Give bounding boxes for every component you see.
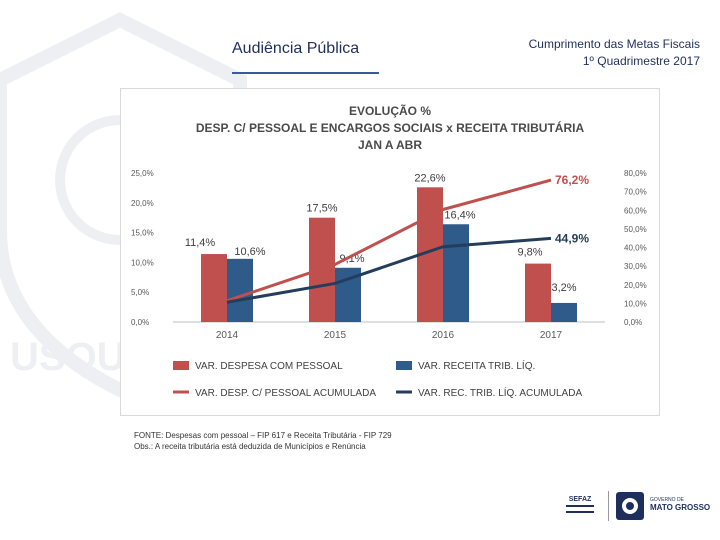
legend-swatch [396,361,412,370]
left-tick-label: 25,0% [131,169,154,178]
bar-data-label: 9,1% [339,253,364,265]
right-tick-label: 70,0% [624,188,647,197]
category-label: 2015 [324,330,347,341]
category-label: 2014 [216,330,239,341]
right-tick-label: 40,0% [624,244,647,253]
right-tick-label: 50,0% [624,225,647,234]
header-meta: Cumprimento das Metas Fiscais 1º Quadrim… [529,36,700,70]
right-tick-label: 10,0% [624,299,647,308]
bar-data-label: 10,6% [234,246,265,258]
line-despesa-acumulada [226,178,552,303]
gov-label-1: GOVERNO DE [650,497,685,503]
legend-label: VAR. REC. TRIB. LÍQ. ACUMULADA [418,386,582,399]
title-underline [232,72,379,74]
chart-subtitle-2: JAN A ABR [357,138,422,152]
right-tick-label: 80,0% [624,169,647,178]
left-tick-label: 15,0% [131,229,154,238]
bar-despesa [525,263,551,322]
line-end-label: 76,2% [555,173,589,187]
chart-plot: 0,0% 5,0% 10,0% 15,0% 20,0% 25,0% 0,0% 10,0% 20,… [131,169,647,399]
page-title: Audiência Pública [232,40,360,57]
mt-crest-icon [616,492,644,520]
bar-data-label: 9,8% [517,247,542,259]
footnote-obs: Obs.: A receita tributária está deduzida… [134,442,366,451]
bar-data-label: 22,6% [414,172,445,184]
right-tick-label: 0,0% [624,318,642,327]
legend-swatch [173,361,189,370]
sefaz-logo-text: SEFAZ [569,496,592,503]
footnote-source: FONTE: Despesas com pessoal – FIP 617 e … [134,431,392,440]
bar-data-label: 17,5% [306,203,337,215]
left-tick-label: 20,0% [131,199,154,208]
right-tick-label: 60,0% [624,206,647,215]
left-tick-label: 0,0% [131,318,149,327]
footnote: FONTE: Despesas com pessoal – FIP 617 e … [134,430,392,452]
bar-receita [551,302,577,322]
gov-label-2: MATO GROSSO [650,503,710,512]
bar-receita [443,224,469,322]
chart-subtitle-1: DESP. C/ PESSOAL E ENCARGOS SOCIAIS x RE… [195,121,585,135]
bar-data-label: 11,4% [185,237,216,249]
category-label: 2016 [432,330,455,341]
bar-data-label: 3,2% [551,282,576,294]
left-tick-label: 5,0% [131,288,149,297]
chart-title: EVOLUÇÃO % [348,104,431,118]
bar-despesa [201,254,227,322]
legend-label: VAR. DESPESA COM PESSOAL [195,361,343,372]
bar-receita [227,258,253,322]
legend-label: VAR. RECEITA TRIB. LÍQ. [418,359,535,372]
legend-label: VAR. DESP. C/ PESSOAL ACUMULADA [195,388,376,399]
category-label: 2017 [540,330,563,341]
right-tick-label: 30,0% [624,262,647,271]
footer-logos: SEFAZ GOVERNO DE MATO GROSSO [560,491,710,521]
line-receita-acumulada [226,236,552,304]
meta-line-2: 1º Quadrimestre 2017 [582,54,700,68]
left-tick-label: 10,0% [131,258,154,267]
line-end-label: 44,9% [555,231,589,245]
chart-frame: EVOLUÇÃO % DESP. C/ PESSOAL E ENCARGOS S… [120,88,660,416]
bar-data-label: 16,4% [444,209,475,221]
right-tick-label: 20,0% [624,281,647,290]
meta-line-1: Cumprimento das Metas Fiscais [528,37,700,51]
